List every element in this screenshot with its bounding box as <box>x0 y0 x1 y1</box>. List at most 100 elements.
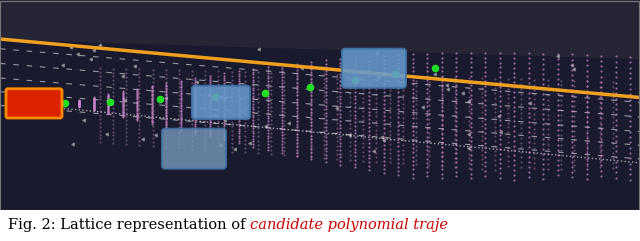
Point <box>543 103 553 107</box>
Point <box>121 138 131 142</box>
Point <box>480 60 490 64</box>
Point <box>161 89 172 93</box>
Point <box>319 138 329 142</box>
Point <box>263 128 273 132</box>
Point <box>524 71 534 75</box>
Point <box>480 103 490 107</box>
Point <box>477 143 487 147</box>
Point <box>104 100 114 104</box>
Point <box>60 101 70 105</box>
Point <box>279 80 289 84</box>
Point <box>148 140 158 144</box>
Point <box>279 88 289 92</box>
Point <box>277 139 287 143</box>
Point <box>466 65 476 69</box>
Point <box>121 119 131 122</box>
Point <box>556 133 566 137</box>
Point <box>292 87 302 91</box>
Point <box>394 57 404 61</box>
Point <box>350 166 360 169</box>
Point <box>596 163 607 167</box>
Point <box>503 135 513 139</box>
Point <box>220 127 230 131</box>
Point <box>516 121 526 125</box>
Point <box>477 138 487 142</box>
Point <box>277 148 287 152</box>
Point <box>480 136 490 140</box>
Point <box>321 121 331 125</box>
Point <box>305 94 316 98</box>
Point <box>608 141 618 145</box>
Point <box>240 138 250 142</box>
Point <box>480 70 490 74</box>
Point <box>227 82 237 86</box>
Point <box>553 133 563 137</box>
Point <box>266 148 276 152</box>
Point <box>611 128 621 132</box>
Point <box>503 87 513 91</box>
Point <box>596 116 607 120</box>
Point <box>148 88 158 92</box>
Point <box>161 81 172 85</box>
Point <box>553 123 563 127</box>
Point <box>424 117 434 121</box>
Point <box>161 133 171 137</box>
Point <box>213 111 223 115</box>
Point <box>263 145 273 149</box>
Point <box>358 159 369 163</box>
Point <box>350 90 360 94</box>
Point <box>121 83 131 87</box>
Point <box>451 151 461 155</box>
Point <box>321 146 331 150</box>
Point <box>350 101 360 105</box>
Point <box>95 101 105 105</box>
Point <box>569 144 579 147</box>
Point <box>132 103 143 107</box>
Point <box>220 99 230 103</box>
Point <box>121 127 131 130</box>
Point <box>509 80 520 84</box>
Point <box>335 119 346 123</box>
Point <box>253 96 263 100</box>
Point <box>436 163 447 167</box>
Point <box>174 126 184 129</box>
Point <box>227 99 237 103</box>
Point <box>118 105 128 109</box>
Point <box>335 130 346 134</box>
Point <box>477 105 487 109</box>
Point <box>89 104 99 107</box>
Point <box>466 56 476 60</box>
Point <box>266 88 276 92</box>
Point <box>397 148 408 152</box>
Point <box>307 107 317 111</box>
Point <box>161 121 171 125</box>
Point <box>582 79 592 83</box>
Point <box>332 144 342 147</box>
Point <box>437 141 447 145</box>
Point <box>220 136 230 140</box>
Point <box>480 117 490 121</box>
Point <box>385 120 395 123</box>
Point <box>104 92 114 96</box>
Point <box>529 141 540 145</box>
Point <box>161 108 172 112</box>
Point <box>190 113 200 116</box>
FancyBboxPatch shape <box>6 89 62 118</box>
Point <box>495 147 505 151</box>
Point <box>132 118 143 122</box>
Point <box>397 93 408 97</box>
Point <box>524 125 534 129</box>
Text: Fig. 2: Lattice representation of: Fig. 2: Lattice representation of <box>8 218 250 232</box>
Point <box>161 105 171 108</box>
Point <box>543 83 553 87</box>
Point <box>60 101 70 105</box>
Point <box>248 67 259 71</box>
Point <box>335 79 346 83</box>
Point <box>279 97 289 101</box>
Point <box>567 114 577 118</box>
Point <box>582 146 592 150</box>
Point <box>516 82 526 86</box>
Point <box>350 143 360 147</box>
Point <box>451 88 461 92</box>
Point <box>556 143 566 147</box>
